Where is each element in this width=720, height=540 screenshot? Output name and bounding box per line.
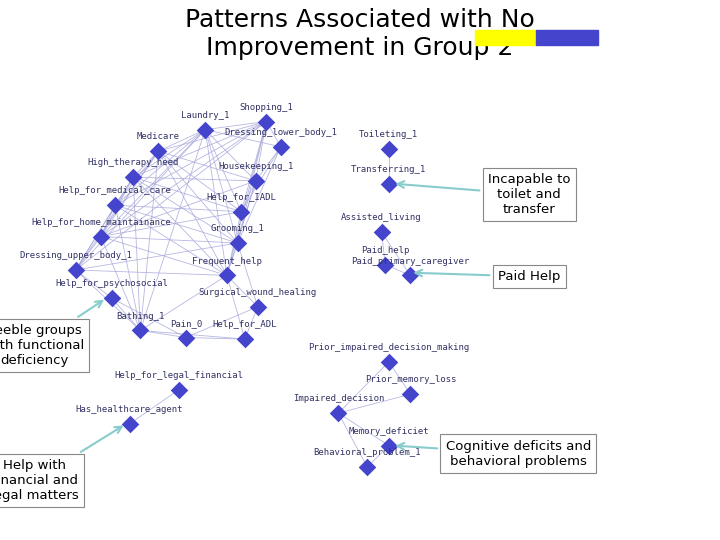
Text: Incapable to
toilet and
transfer: Incapable to toilet and transfer: [397, 173, 570, 216]
Text: Cognitive deficits and
behavioral problems: Cognitive deficits and behavioral proble…: [397, 440, 591, 468]
Point: [232, 239, 243, 247]
Text: Bathing_1: Bathing_1: [116, 312, 165, 321]
Point: [153, 147, 164, 156]
Text: Feeble groups
with functional
deficiency: Feeble groups with functional deficiency: [0, 301, 102, 367]
Text: Has_healthcare_agent: Has_healthcare_agent: [76, 405, 184, 414]
Point: [95, 232, 107, 241]
Text: Memory_deficiet: Memory_deficiet: [348, 427, 429, 436]
Text: Pain_0: Pain_0: [170, 319, 202, 328]
Point: [180, 333, 192, 342]
Point: [261, 117, 272, 126]
Text: Behavioral_problem_1: Behavioral_problem_1: [313, 448, 421, 457]
Point: [239, 335, 251, 343]
Bar: [536, 30, 598, 45]
Text: Shopping_1: Shopping_1: [240, 103, 293, 112]
Point: [333, 409, 344, 417]
Text: Dressing_lower_body_1: Dressing_lower_body_1: [225, 128, 337, 137]
Text: Help_for_ADL: Help_for_ADL: [212, 320, 277, 329]
Text: Patterns Associated with No
Improvement in Group 2: Patterns Associated with No Improvement …: [185, 8, 535, 60]
Point: [70, 266, 81, 274]
Point: [376, 228, 387, 237]
Bar: [475, 30, 536, 45]
Text: Help_for_home_maintainance: Help_for_home_maintainance: [31, 218, 171, 227]
Text: Help_for_IADL: Help_for_IADL: [206, 193, 276, 202]
Text: Surgical_wound_healing: Surgical_wound_healing: [199, 288, 317, 297]
Text: Housekeeping_1: Housekeeping_1: [218, 162, 293, 171]
Text: Paid Help: Paid Help: [415, 270, 560, 283]
Point: [405, 271, 416, 280]
Text: Grooming_1: Grooming_1: [211, 224, 264, 233]
Point: [127, 173, 139, 181]
Text: Medicare: Medicare: [137, 132, 180, 141]
Text: Prior_impaired_decision_making: Prior_impaired_decision_making: [308, 343, 469, 352]
Point: [383, 357, 395, 366]
Point: [250, 177, 261, 185]
Text: Help_for_psychosocial: Help_for_psychosocial: [55, 279, 168, 288]
Point: [173, 386, 184, 394]
Text: Paid_primary_caregiver: Paid_primary_caregiver: [351, 256, 469, 266]
Point: [199, 125, 211, 134]
Point: [383, 441, 395, 450]
Point: [379, 260, 391, 269]
Point: [252, 302, 264, 311]
Point: [135, 326, 146, 335]
Text: Transferring_1: Transferring_1: [351, 165, 426, 174]
Point: [106, 294, 117, 302]
Text: Dressing_upper_body_1: Dressing_upper_body_1: [19, 251, 132, 260]
Point: [124, 420, 135, 428]
Point: [221, 271, 233, 280]
Text: High_therapy_need: High_therapy_need: [88, 158, 179, 167]
Text: Paid_help: Paid_help: [361, 246, 410, 255]
Text: Toileting_1: Toileting_1: [359, 130, 418, 139]
Text: Help_for_medical_care: Help_for_medical_care: [59, 186, 171, 195]
Text: Laundry_1: Laundry_1: [181, 111, 230, 120]
Point: [383, 179, 395, 188]
Point: [275, 143, 287, 151]
Text: Prior_memory_loss: Prior_memory_loss: [365, 375, 456, 384]
Point: [235, 207, 247, 216]
Point: [361, 463, 373, 471]
Text: Help with
financial and
legal matters: Help with financial and legal matters: [0, 427, 122, 502]
Text: Impaired_decision: Impaired_decision: [293, 394, 384, 403]
Text: Assisted_living: Assisted_living: [341, 213, 422, 222]
Point: [383, 144, 395, 153]
Point: [109, 201, 121, 210]
Point: [405, 390, 416, 399]
Text: Frequent_help: Frequent_help: [192, 256, 262, 266]
Text: Help_for_legal_financial: Help_for_legal_financial: [114, 371, 243, 380]
